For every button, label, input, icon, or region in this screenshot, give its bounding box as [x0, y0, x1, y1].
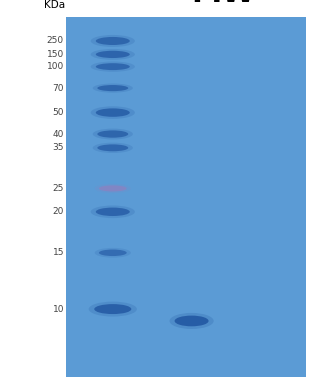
Ellipse shape	[93, 129, 133, 139]
Text: 100: 100	[47, 62, 64, 71]
Text: 25: 25	[53, 184, 64, 193]
Ellipse shape	[93, 142, 133, 153]
Text: MW: MW	[191, 0, 255, 8]
Ellipse shape	[97, 85, 128, 91]
Ellipse shape	[96, 51, 130, 58]
Text: 150: 150	[47, 50, 64, 59]
Text: 35: 35	[53, 143, 64, 152]
Text: 10: 10	[53, 304, 64, 314]
Ellipse shape	[93, 83, 133, 93]
Ellipse shape	[96, 108, 130, 117]
Ellipse shape	[95, 184, 131, 193]
Ellipse shape	[94, 304, 131, 314]
Ellipse shape	[99, 250, 127, 256]
Ellipse shape	[95, 248, 131, 258]
FancyBboxPatch shape	[66, 17, 306, 377]
Ellipse shape	[97, 130, 128, 137]
Ellipse shape	[96, 37, 130, 45]
Ellipse shape	[91, 205, 135, 218]
Text: 40: 40	[53, 129, 64, 139]
Ellipse shape	[99, 185, 127, 192]
Ellipse shape	[91, 35, 135, 47]
Ellipse shape	[175, 316, 209, 326]
Ellipse shape	[91, 61, 135, 72]
Ellipse shape	[89, 302, 137, 316]
Text: 250: 250	[47, 36, 64, 46]
Ellipse shape	[96, 63, 130, 70]
Text: 70: 70	[53, 83, 64, 93]
Text: KDa: KDa	[44, 0, 65, 10]
Text: 50: 50	[53, 108, 64, 117]
Text: 15: 15	[53, 248, 64, 257]
Text: 20: 20	[53, 207, 64, 216]
Ellipse shape	[96, 208, 130, 216]
Ellipse shape	[170, 313, 214, 329]
Ellipse shape	[97, 144, 128, 151]
Ellipse shape	[91, 49, 135, 60]
Ellipse shape	[91, 106, 135, 119]
